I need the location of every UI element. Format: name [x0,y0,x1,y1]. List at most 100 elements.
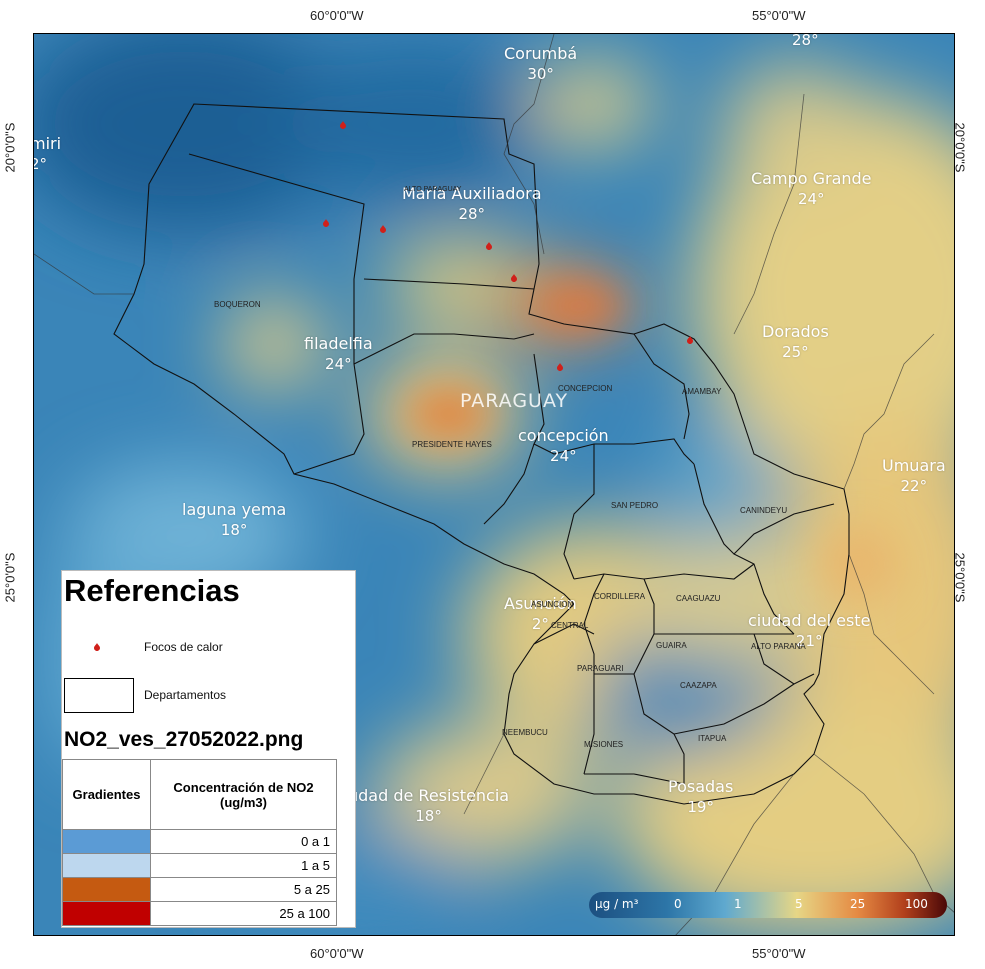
city-name: Dorados [762,322,829,341]
city-temperature: 18° [220,521,248,539]
legend-col-gradients: Gradientes [62,759,151,830]
city-label-resistencia: udad de Resistencia 18° [348,786,509,826]
city-label-posadas: Posadas 19° [668,777,733,817]
country-label: PARAGUAY [460,390,569,412]
legend-swatch-1 [62,853,151,878]
dept-label-canindeyu: CANINDEYU [740,506,788,515]
city-name: Campo Grande [751,169,872,188]
top-longitude-label-1: 60°0'0"W [310,8,364,23]
legend-fire-label: Focos de calor [144,640,223,654]
left-latitude-label-2: 25°0'0"S [2,552,18,603]
city-name: Corumbá [504,44,578,63]
city-label-campo-grande: Campo Grande 24° [751,169,872,209]
colorbar-tick-0: 0 [674,897,682,911]
city-name: udad de Resistencia [348,786,510,805]
fire-marker-icon[interactable] [511,274,517,282]
legend-row: 1 a 5 [62,853,337,878]
city-label-asuncion: Asunción 2° [504,594,577,634]
colorbar-tick-100: 100 [905,897,928,911]
top-longitude-label-2: 55°0'0"W [752,8,806,23]
dept-label-cordillera: CORDILLERA [594,592,646,601]
left-latitude-label-1: 20°0'0"S [2,122,18,173]
fire-marker-icon[interactable] [557,363,563,371]
concentration-hotspots [409,286,899,604]
dept-label-guaira: GUAIRA [656,641,687,650]
city-temperature: 19° [687,798,714,816]
bottom-longitude-label-1: 60°0'0"W [310,946,364,961]
city-label-miri: miri 2° [33,134,62,174]
legend-swatch-3 [62,901,151,926]
legend-range-3: 25 a 100 [150,901,337,926]
legend-file-name: NO2_ves_27052022.png [64,728,304,751]
city-temperature: 28° [458,205,486,223]
city-temperature: 22° [900,477,928,495]
city-label-filadelfia: filadelfia 24° [304,334,373,374]
concentration-colorbar: μg / m³ 0 1 5 25 100 [589,892,947,918]
legend-row: 5 a 25 [62,877,337,902]
dept-label-central: CENTRAL [551,621,589,630]
dept-label-presidente-hayes: PRESIDENTE HAYES [412,440,492,449]
city-label-corumba: Corumbá 30° [504,44,577,84]
dept-label-alto-parana: ALTO PARANA [751,642,806,651]
city-temperature: 18° [415,807,442,825]
department-boundaries [113,103,850,805]
legend-range-1: 1 a 5 [150,853,337,878]
legend-row: 0 a 1 [62,829,337,854]
dept-label-neembucu: NEEMBUCU [502,728,548,737]
city-label-umuara: Umuara 22° [882,456,946,496]
dept-label-asuncion: ASUNCION [531,600,574,609]
dept-label-itapua: ITAPUA [698,734,727,743]
city-name: filadelfia [304,334,373,353]
colorbar-tick-25: 25 [850,897,866,911]
legend-department-swatch [64,678,134,713]
dept-label-concepcion: CONCEPCION [558,384,613,393]
fire-legend-icon [94,643,100,651]
city-temperature: 24° [550,447,577,465]
dept-label-caaguazu: CAAGUAZU [676,594,721,603]
city-temperature: 2° [531,615,549,633]
city-name: concepción [518,426,609,445]
colorbar-tick-1: 1 [734,897,742,911]
city-label-maria-auxiliadora: María Auxiliadora 28° [402,184,542,224]
legend-department-label: Departamentos [144,688,227,702]
map-legend: Referencias Focos de calor Departamentos… [61,570,356,928]
city-label-ciudad-del-este: ciudad del este 21° [748,611,870,651]
city-name: ciudad del este [748,611,871,630]
dept-label-boqueron: BOQUERON [214,300,261,309]
legend-swatch-0 [62,829,151,854]
city-name: María Auxiliadora [402,184,542,203]
dept-label-amambay: AMAMBAY [682,387,722,396]
city-label-concepcion: concepción 24° [518,426,609,466]
fire-marker-icon[interactable] [486,242,492,250]
city-temperature: 21° [795,632,823,650]
colorbar-tick-5: 5 [795,897,803,911]
fire-marker-icon[interactable] [687,336,693,344]
city-temperature: 25° [782,343,809,361]
legend-swatch-2 [62,877,151,902]
fire-marker-icon[interactable] [323,219,329,227]
city-temperature: 28° [792,33,819,49]
dept-label-san-pedro: SAN PEDRO [611,501,659,510]
fire-marker-icon[interactable] [340,121,346,129]
dept-label-alto-paraguay: ALTO PARAGUAY [404,186,462,193]
legend-title: Referencias [64,573,240,608]
fire-marker-icon[interactable] [380,225,386,233]
dept-label-misiones: MISIONES [584,740,624,749]
colorbar-unit-label: μg / m³ [595,897,639,911]
dept-label-paraguari: PARAGUARI [577,664,624,673]
city-label-dorados: Dorados 25° [762,322,829,362]
city-name: Umuara [882,456,946,475]
legend-range-2: 5 a 25 [150,877,337,902]
legend-table-header: Gradientes Concentración de NO2 (ug/m3) [62,759,337,830]
city-temperature: 24° [797,190,825,208]
dept-label-caazapa: CAAZAPA [680,681,717,690]
legend-range-0: 0 a 1 [150,829,337,854]
city-name: laguna yema [182,500,287,519]
legend-gradient-table: Gradientes Concentración de NO2 (ug/m3) … [62,759,337,926]
city-label-laguna-yema: laguna yema 18° [182,500,286,540]
city-temperature: 24° [325,355,352,373]
city-temperature: 2° [34,155,48,173]
city-name: miri [33,134,62,153]
city-label-top-right: 28° [792,33,819,50]
legend-row: 25 a 100 [62,901,337,926]
